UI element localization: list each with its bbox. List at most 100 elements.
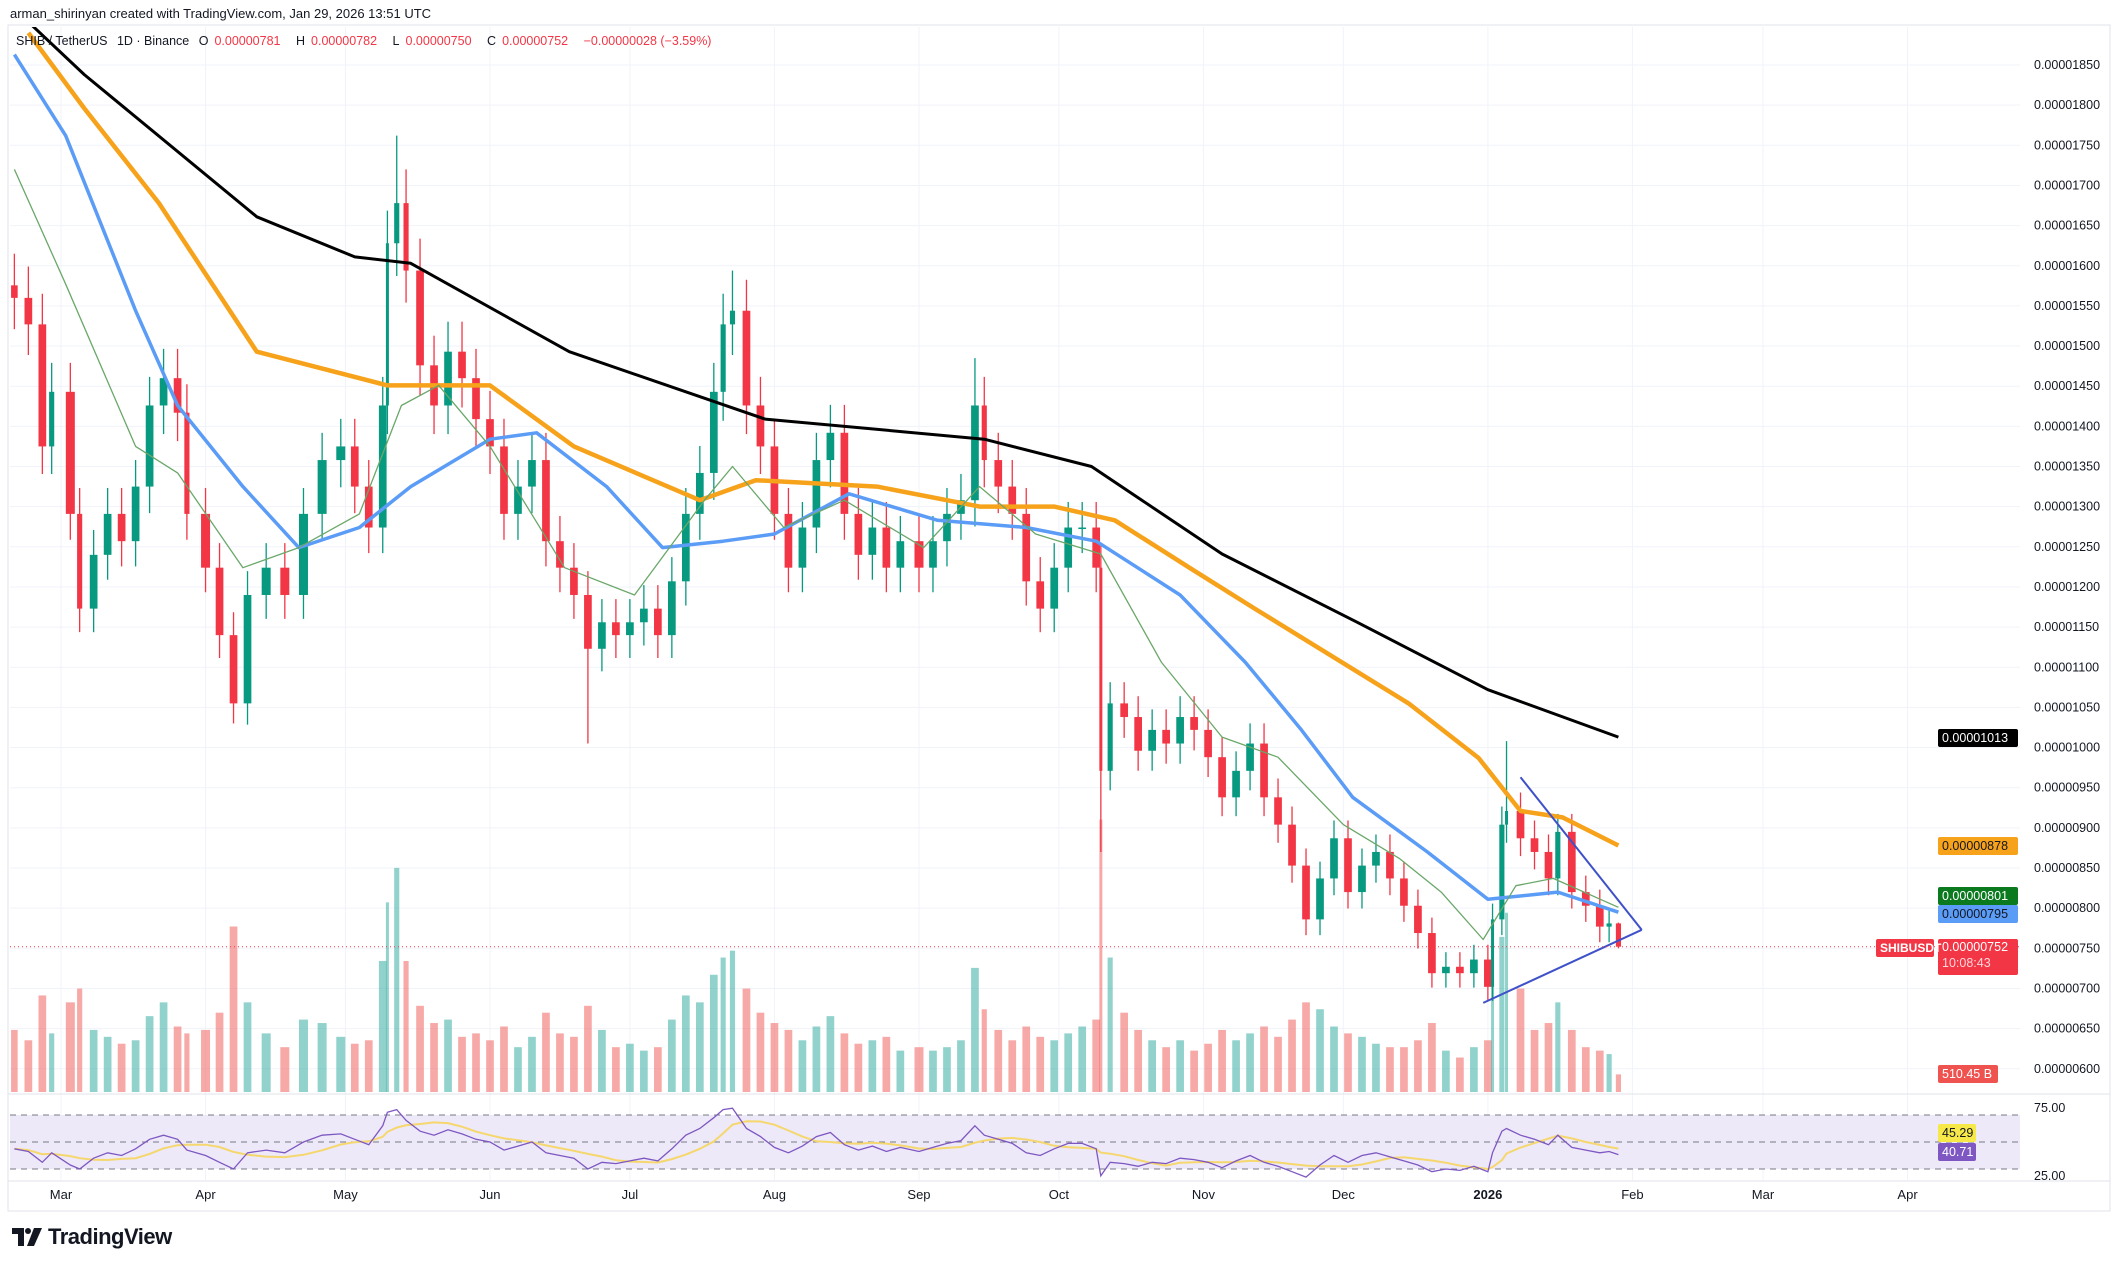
volume-badge: 510.45 B xyxy=(1938,1065,1998,1083)
candle-body xyxy=(11,285,18,298)
volume-bar xyxy=(1567,1029,1576,1092)
y-tick-label: 0.00001250 xyxy=(2034,540,2100,554)
volume-bar xyxy=(729,950,736,1092)
candle-body xyxy=(784,513,793,568)
candle-body xyxy=(1491,919,1495,987)
candle-body xyxy=(1428,933,1436,974)
candle-body xyxy=(598,622,606,649)
triangle-upper-trendline xyxy=(1519,776,1643,931)
volume-bar xyxy=(1246,1033,1254,1092)
volume-bar xyxy=(458,1036,466,1092)
y-tick-label: 0.00000650 xyxy=(2034,1022,2100,1036)
volume-bar xyxy=(243,1002,252,1092)
candle-body xyxy=(385,243,389,406)
low-label: L xyxy=(392,34,400,48)
candle-body xyxy=(584,594,592,649)
volume-bar xyxy=(1516,988,1525,1092)
candle-body xyxy=(742,310,751,406)
volume-bar xyxy=(1064,1033,1073,1092)
volume-bar xyxy=(981,1009,987,1092)
candle-body xyxy=(317,460,327,514)
candle-body xyxy=(542,460,550,542)
candle-body xyxy=(668,581,676,636)
interval-exchange[interactable]: 1D · Binance xyxy=(116,34,190,48)
volume-bar xyxy=(1120,1012,1129,1092)
candle-body xyxy=(444,351,452,406)
volume-bar xyxy=(542,1012,550,1092)
last-price-value: 0.00000752 xyxy=(1942,940,2009,954)
candle-body xyxy=(472,378,480,420)
candle-body xyxy=(77,513,83,609)
candle-body xyxy=(709,391,718,473)
candle-body xyxy=(570,567,578,595)
volume-bar xyxy=(1092,1019,1101,1092)
x-tick-label: Jun xyxy=(480,1187,501,1202)
volume-bar xyxy=(364,1040,373,1092)
candle-body xyxy=(812,460,821,528)
candle-body xyxy=(394,203,400,244)
candle-body xyxy=(261,567,271,595)
candle-body xyxy=(1302,865,1310,920)
candle-body xyxy=(971,405,979,501)
x-tick-label: Jul xyxy=(622,1187,639,1202)
candle-body xyxy=(280,567,290,595)
y-tick-label: 0.00001050 xyxy=(2034,700,2100,714)
x-tick-label: Mar xyxy=(50,1187,73,1202)
volume-bar xyxy=(1555,1002,1561,1092)
candle-body xyxy=(1107,703,1113,771)
y-tick-label: 0.00001100 xyxy=(2034,660,2099,674)
volume-bar xyxy=(385,902,389,1092)
candle-body xyxy=(1358,865,1366,893)
candle-body xyxy=(364,486,373,528)
candle-body xyxy=(1484,959,1492,987)
y-tick-label: 0.00001500 xyxy=(2034,339,2100,353)
volume-bar xyxy=(280,1047,290,1092)
candle-body xyxy=(626,622,634,636)
ma100-price-badge: 0.00000878 xyxy=(1938,837,2018,855)
volume-bar xyxy=(1456,1057,1464,1092)
volume-bar xyxy=(38,995,47,1092)
candle-body xyxy=(500,446,508,514)
y-tick-label: 0.00000600 xyxy=(2034,1062,2100,1076)
candle-body xyxy=(1148,729,1156,751)
candle-body xyxy=(1581,892,1590,906)
candle-body xyxy=(756,405,765,447)
volume-bar xyxy=(1099,819,1103,1092)
candle-body xyxy=(1372,851,1380,866)
volume-bar xyxy=(709,974,718,1092)
volume-bar xyxy=(472,1033,480,1092)
tradingview-logo[interactable]: TradingView xyxy=(12,1224,172,1250)
candle-body xyxy=(1078,527,1087,530)
symbol-name[interactable]: SHIB / TetherUS xyxy=(16,34,108,48)
volume-bar xyxy=(416,1005,424,1092)
candle-body xyxy=(654,608,662,636)
volume-bar xyxy=(720,957,726,1092)
candle-body xyxy=(1505,810,1509,825)
candle-body xyxy=(1555,831,1561,879)
x-tick-label: Feb xyxy=(1621,1187,1643,1202)
volume-bar xyxy=(1344,1033,1352,1092)
open-value: 0.00000781 xyxy=(214,34,281,48)
bar-countdown: 10:08:43 xyxy=(1942,956,1991,970)
volume-bar xyxy=(695,1002,704,1092)
rsi-tick-label: 75.00 xyxy=(2034,1101,2065,1115)
candle-body xyxy=(1260,743,1268,798)
candle-body xyxy=(1218,757,1226,798)
candle-body xyxy=(1092,527,1101,568)
volume-bar xyxy=(756,1012,765,1092)
candle-body xyxy=(1499,824,1505,920)
chart-credit: arman_shirinyan created with TradingView… xyxy=(10,6,432,21)
volume-bar xyxy=(350,1043,359,1092)
volume-bar xyxy=(1107,957,1113,1092)
candle-body xyxy=(528,460,536,487)
y-tick-label: 0.00001850 xyxy=(2034,58,2100,72)
y-tick-label: 0.00000700 xyxy=(2034,981,2100,995)
volume-bar xyxy=(514,1047,522,1092)
volume-bar xyxy=(1470,1047,1478,1092)
candle-body xyxy=(1120,703,1129,718)
volume-bar xyxy=(914,1047,924,1092)
candle-body xyxy=(929,541,937,568)
volume-bar xyxy=(394,867,400,1092)
candle-body xyxy=(201,513,211,568)
